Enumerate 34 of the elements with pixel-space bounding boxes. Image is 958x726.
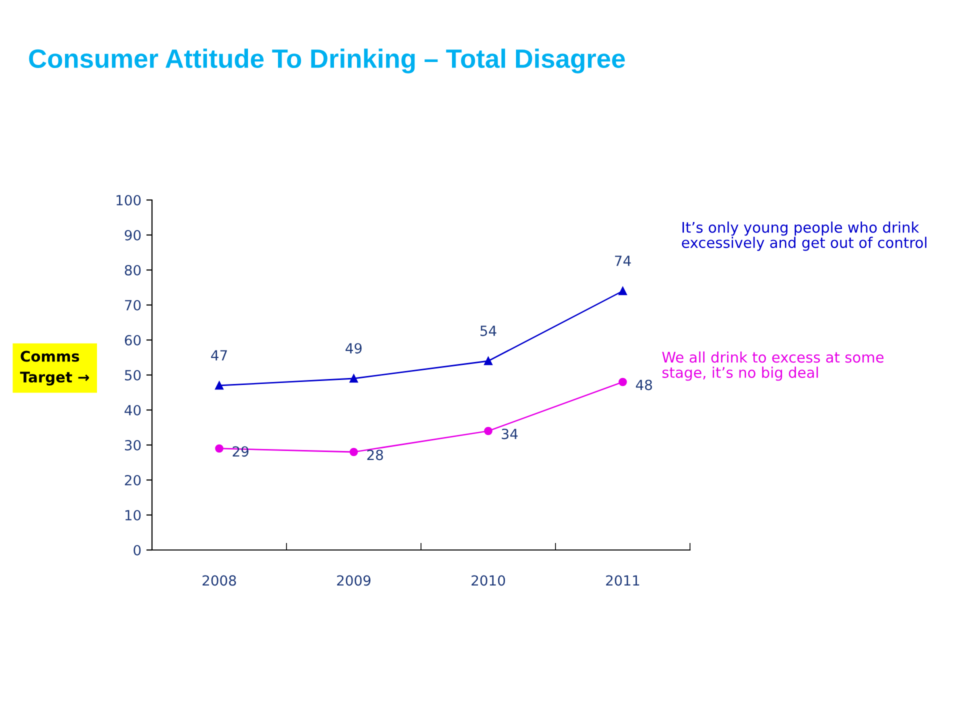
y-tick-label: 30 [124,440,141,450]
data-label: 47 [211,350,227,360]
y-tick-label: 60 [124,334,141,346]
text: It’s only young people who drink excessively and get out of control [682,222,926,251]
x-tick-label: 2009 [337,575,370,586]
y-tick-label: 0 [134,544,141,556]
x-tick-label: 2010 [472,575,505,586]
data-label: 48 [636,380,652,390]
text: We all drink to excess at some stage, it’s no big deal [662,351,884,381]
y-tick-label: 20 [124,474,141,486]
point [618,378,627,386]
data-label: 34 [502,428,518,440]
data-label: 74 [615,256,631,266]
data-label: 54 [480,326,496,336]
y-tick-label: 40 [124,404,141,416]
point [215,381,224,390]
data-label: 49 [346,343,362,354]
x-tick-label: 2011 [606,575,640,586]
y-tick-label: 80 [124,264,141,276]
y-tick-label: 70 [125,300,141,310]
chart-title: Consumer Attitude To Drinking – Total Disagree [29,48,625,74]
y-tick-label: 90 [124,230,141,240]
y-tick-label: 50 [124,370,141,380]
point [215,444,224,453]
point [350,374,358,383]
point [350,448,358,456]
x-tick-label: 2008 [202,575,236,586]
point [484,356,492,366]
text: Comms Target → [20,350,89,386]
y-tick-label: 100 [116,194,141,206]
point [484,426,492,436]
y-tick-label: 10 [125,510,141,520]
data-label: 28 [367,450,383,460]
point [618,286,627,296]
